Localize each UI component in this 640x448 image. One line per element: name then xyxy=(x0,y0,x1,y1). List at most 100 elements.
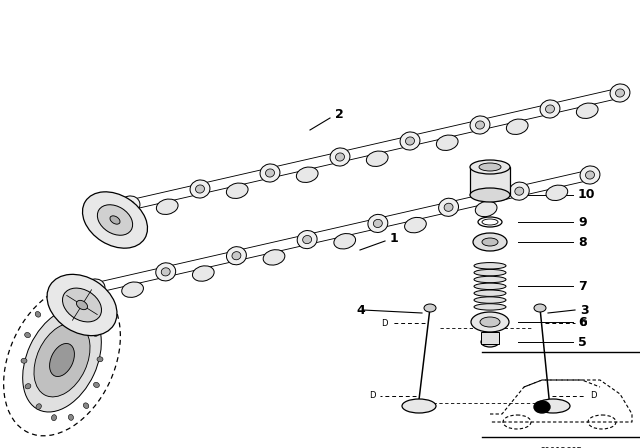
Ellipse shape xyxy=(85,279,105,297)
Ellipse shape xyxy=(373,220,382,228)
Ellipse shape xyxy=(534,401,550,413)
Ellipse shape xyxy=(474,304,506,310)
Ellipse shape xyxy=(545,105,554,113)
Ellipse shape xyxy=(424,304,436,312)
Text: D: D xyxy=(580,319,586,327)
Ellipse shape xyxy=(49,344,74,376)
Text: 2: 2 xyxy=(335,108,344,121)
Ellipse shape xyxy=(156,263,175,281)
Ellipse shape xyxy=(577,103,598,118)
Ellipse shape xyxy=(334,233,356,249)
Ellipse shape xyxy=(35,311,41,317)
Text: D: D xyxy=(369,392,376,401)
Ellipse shape xyxy=(97,205,132,235)
Ellipse shape xyxy=(125,201,134,209)
Ellipse shape xyxy=(482,238,498,246)
Ellipse shape xyxy=(21,358,27,363)
Ellipse shape xyxy=(67,299,72,305)
Ellipse shape xyxy=(509,182,529,200)
Ellipse shape xyxy=(122,282,143,297)
Ellipse shape xyxy=(476,201,497,217)
Ellipse shape xyxy=(22,308,101,412)
Ellipse shape xyxy=(438,198,458,216)
Ellipse shape xyxy=(190,180,210,198)
Text: 5: 5 xyxy=(578,336,587,349)
Text: 4: 4 xyxy=(356,303,365,316)
Ellipse shape xyxy=(161,268,170,276)
Ellipse shape xyxy=(474,276,506,283)
Ellipse shape xyxy=(474,283,506,289)
Ellipse shape xyxy=(263,250,285,265)
Ellipse shape xyxy=(540,100,560,118)
Ellipse shape xyxy=(474,263,506,269)
Ellipse shape xyxy=(77,300,88,310)
Ellipse shape xyxy=(402,399,436,413)
Ellipse shape xyxy=(51,300,56,306)
Ellipse shape xyxy=(470,160,510,174)
Ellipse shape xyxy=(474,269,506,276)
Ellipse shape xyxy=(156,199,178,215)
Ellipse shape xyxy=(266,169,275,177)
Text: 6: 6 xyxy=(578,315,587,328)
Ellipse shape xyxy=(68,414,74,420)
Ellipse shape xyxy=(586,171,595,179)
Text: 10: 10 xyxy=(578,189,595,202)
Ellipse shape xyxy=(83,310,88,316)
Ellipse shape xyxy=(580,166,600,184)
Ellipse shape xyxy=(193,266,214,281)
Ellipse shape xyxy=(90,284,99,292)
Ellipse shape xyxy=(546,185,568,201)
Ellipse shape xyxy=(366,151,388,167)
Ellipse shape xyxy=(260,164,280,182)
Ellipse shape xyxy=(616,89,625,97)
Ellipse shape xyxy=(610,84,630,102)
Text: 1: 1 xyxy=(390,232,399,245)
Text: D: D xyxy=(590,392,596,401)
Ellipse shape xyxy=(330,148,350,166)
Ellipse shape xyxy=(515,187,524,195)
Ellipse shape xyxy=(120,196,140,214)
Ellipse shape xyxy=(536,399,570,413)
Ellipse shape xyxy=(63,288,102,322)
Text: C0012C0B: C0012C0B xyxy=(540,447,582,448)
Ellipse shape xyxy=(474,297,506,303)
Text: 8: 8 xyxy=(578,236,587,249)
Ellipse shape xyxy=(51,415,56,421)
Ellipse shape xyxy=(476,121,484,129)
Text: D: D xyxy=(381,319,388,327)
Ellipse shape xyxy=(110,216,120,224)
FancyBboxPatch shape xyxy=(470,167,510,195)
Ellipse shape xyxy=(480,317,500,327)
Ellipse shape xyxy=(368,215,388,233)
Ellipse shape xyxy=(470,188,510,202)
Bar xyxy=(481,332,499,344)
Text: 7: 7 xyxy=(578,280,587,293)
Ellipse shape xyxy=(227,183,248,198)
Ellipse shape xyxy=(83,403,89,409)
Ellipse shape xyxy=(473,233,507,251)
Ellipse shape xyxy=(303,236,312,244)
Ellipse shape xyxy=(406,137,415,145)
Ellipse shape xyxy=(297,231,317,249)
Ellipse shape xyxy=(83,192,147,248)
Text: 3: 3 xyxy=(580,303,589,316)
Ellipse shape xyxy=(471,312,509,332)
Ellipse shape xyxy=(470,116,490,134)
Ellipse shape xyxy=(34,323,90,397)
Ellipse shape xyxy=(47,274,117,336)
Ellipse shape xyxy=(97,357,103,362)
Ellipse shape xyxy=(296,167,318,182)
Ellipse shape xyxy=(436,135,458,151)
Ellipse shape xyxy=(479,163,501,171)
Ellipse shape xyxy=(474,290,506,297)
Ellipse shape xyxy=(25,383,31,389)
Ellipse shape xyxy=(93,331,99,336)
Ellipse shape xyxy=(506,119,528,134)
Ellipse shape xyxy=(444,203,453,211)
Ellipse shape xyxy=(400,132,420,150)
Ellipse shape xyxy=(227,247,246,265)
Ellipse shape xyxy=(232,252,241,260)
Ellipse shape xyxy=(481,337,499,347)
Ellipse shape xyxy=(36,404,42,409)
Text: 9: 9 xyxy=(578,215,587,228)
